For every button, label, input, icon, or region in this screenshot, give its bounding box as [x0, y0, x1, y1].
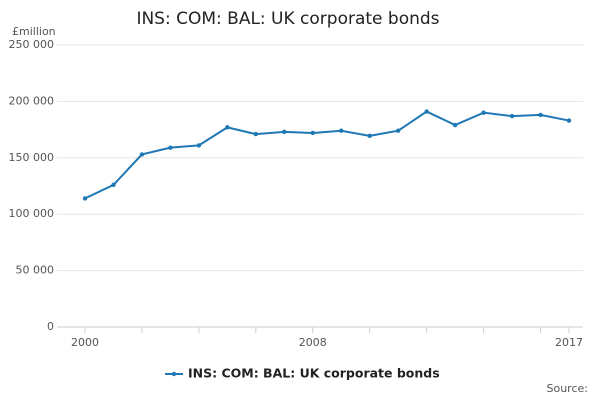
x-tick-label: 2017	[555, 336, 583, 349]
chart-title: INS: COM: BAL: UK corporate bonds	[136, 9, 439, 29]
x-tick-label: 2008	[299, 336, 327, 349]
data-point	[82, 196, 88, 201]
y-tick-label: 100 000	[9, 207, 55, 220]
data-point	[253, 131, 259, 137]
data-point	[339, 128, 344, 133]
series-line	[84, 110, 570, 200]
y-tick-label: 200 000	[9, 94, 55, 107]
data-point	[538, 112, 543, 118]
data-point	[367, 133, 372, 139]
data-point	[310, 130, 315, 136]
data-point	[452, 122, 458, 128]
data-point	[139, 152, 145, 157]
y-tick-label: 0	[47, 320, 54, 333]
data-point	[196, 143, 202, 148]
legend-marker	[171, 371, 177, 377]
y-axis-label: £million	[12, 25, 56, 38]
data-point	[566, 118, 572, 123]
data-point	[509, 113, 515, 119]
y-tick-label: 50 000	[16, 264, 55, 277]
data-point	[282, 129, 287, 135]
data-point	[225, 125, 230, 130]
data-point	[481, 110, 486, 115]
data-point	[424, 109, 429, 114]
y-tick-label: 150 000	[9, 151, 55, 164]
data-point	[395, 128, 401, 133]
y-tick-label: 250 000	[9, 38, 55, 51]
x-tick-label: 2000	[71, 336, 99, 349]
data-point	[168, 145, 173, 150]
data-point	[111, 182, 116, 188]
source: Source:	[547, 382, 589, 395]
legend-label: INS: COM: BAL: UK corporate bonds	[188, 366, 440, 381]
